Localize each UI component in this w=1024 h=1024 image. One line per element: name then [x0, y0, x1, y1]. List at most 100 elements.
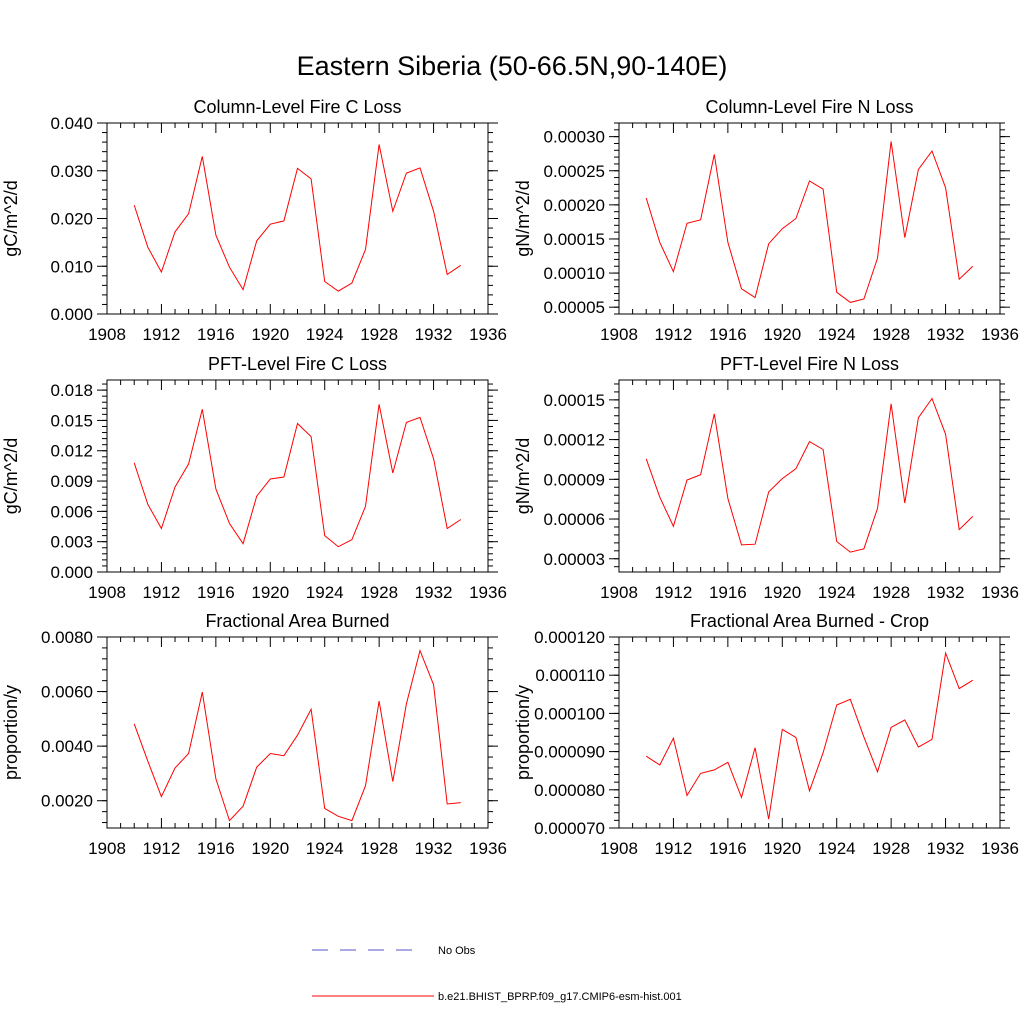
x-tick-label: 1916 — [709, 839, 747, 858]
y-axis-label: proportion/y — [1, 685, 21, 780]
y-tick-label: 0.015 — [50, 411, 93, 430]
x-tick-label: 1920 — [763, 325, 801, 344]
x-tick-label: 1936 — [469, 839, 507, 858]
series-line-1 — [645, 397, 974, 553]
x-tick-label: 1912 — [143, 325, 181, 344]
y-tick-label: 0.00006 — [544, 510, 605, 529]
y-tick-label: 0.0080 — [41, 628, 93, 647]
y-tick-label: 0.000070 — [534, 819, 605, 838]
x-tick-label: 1936 — [981, 325, 1019, 344]
y-tick-label: 0.010 — [50, 257, 93, 276]
x-tick-label: 1932 — [927, 839, 965, 858]
x-tick-label: 1928 — [872, 583, 910, 602]
series-line-1 — [645, 141, 974, 303]
x-tick-label: 1908 — [600, 325, 638, 344]
x-tick-label: 1936 — [981, 583, 1019, 602]
y-tick-label: 0.00010 — [544, 264, 605, 283]
x-tick-label: 1932 — [415, 325, 453, 344]
legend-model-label: b.e21.BHIST_BPRP.f09_g17.CMIP6-esm-hist.… — [438, 991, 682, 1003]
y-tick-label: 0.00012 — [544, 431, 605, 450]
panel-title: Fractional Area Burned - Crop — [690, 611, 929, 631]
x-tick-label: 1912 — [655, 325, 693, 344]
x-tick-label: 1920 — [251, 839, 289, 858]
x-tick-label: 1924 — [306, 583, 344, 602]
x-tick-label: 1924 — [818, 839, 856, 858]
x-tick-label: 1924 — [818, 325, 856, 344]
panel-4: PFT-Level Fire N Loss gN/m^2/d 1908 1912 191… — [513, 354, 1019, 602]
y-axis-label: gN/m^2/d — [513, 180, 533, 256]
y-axis-label: gC/m^2/d — [1, 180, 21, 256]
x-tick-label: 1908 — [600, 583, 638, 602]
x-tick-label: 1936 — [981, 839, 1019, 858]
y-tick-label: 0.000 — [50, 305, 93, 324]
x-tick-label: 1908 — [600, 839, 638, 858]
panel-title: PFT-Level Fire N Loss — [720, 354, 899, 374]
y-tick-label: 0.0040 — [41, 737, 93, 756]
y-tick-label: 0.000 — [50, 563, 93, 582]
panel-title: Column-Level Fire N Loss — [705, 97, 913, 117]
y-tick-label: 0.040 — [50, 114, 93, 133]
x-tick-label: 1916 — [709, 583, 747, 602]
x-tick-label: 1928 — [872, 839, 910, 858]
y-axis-label: gC/m^2/d — [1, 438, 21, 514]
x-tick-label: 1924 — [306, 325, 344, 344]
x-tick-label: 1932 — [927, 325, 965, 344]
y-tick-label: 0.00015 — [544, 230, 605, 249]
panel-5: Fractional Area Burned proportion/y 1908 19… — [1, 611, 507, 858]
x-tick-label: 1932 — [415, 583, 453, 602]
x-tick-label: 1908 — [88, 839, 126, 858]
y-tick-label: 0.00015 — [544, 391, 605, 410]
figure-title: Eastern Siberia (50-66.5N,90-140E) — [297, 51, 728, 81]
plot-frame — [106, 379, 489, 573]
y-tick-label: 0.000090 — [534, 743, 605, 762]
x-tick-label: 1912 — [655, 839, 693, 858]
plot-frame — [618, 636, 1001, 829]
x-tick-label: 1916 — [197, 583, 235, 602]
x-tick-label: 1920 — [251, 583, 289, 602]
x-tick-label: 1924 — [306, 839, 344, 858]
plot-frame — [106, 122, 489, 315]
y-tick-label: 0.020 — [50, 210, 93, 229]
legend: No Obs b.e21.BHIST_BPRP.f09_g17.CMIP6-es… — [312, 945, 682, 1003]
x-tick-label: 1932 — [415, 839, 453, 858]
plot-frame — [618, 122, 1001, 315]
x-tick-label: 1928 — [360, 839, 398, 858]
y-tick-label: 0.000120 — [534, 628, 605, 647]
y-tick-label: 0.003 — [50, 533, 93, 552]
y-tick-label: 0.00020 — [544, 196, 605, 215]
x-tick-label: 1920 — [763, 583, 801, 602]
series-line-1 — [133, 404, 462, 548]
x-tick-label: 1936 — [469, 583, 507, 602]
panel-2: Column-Level Fire N Loss gN/m^2/d 1908 1912… — [513, 97, 1019, 344]
y-tick-label: 0.00003 — [544, 550, 605, 569]
y-tick-label: 0.012 — [50, 442, 93, 461]
plot-frame — [618, 379, 1001, 573]
plot-frame — [106, 636, 489, 829]
y-tick-label: 0.000110 — [535, 666, 605, 685]
x-tick-label: 1932 — [927, 583, 965, 602]
y-tick-label: 0.030 — [50, 162, 93, 181]
x-tick-label: 1912 — [143, 583, 181, 602]
x-tick-label: 1928 — [872, 325, 910, 344]
panel-title: Fractional Area Burned — [205, 611, 389, 631]
x-tick-label: 1908 — [88, 583, 126, 602]
panel-6: Fractional Area Burned - Crop proportion/… — [513, 611, 1019, 858]
panel-title: PFT-Level Fire C Loss — [208, 354, 387, 374]
y-axis-label: proportion/y — [513, 685, 533, 780]
y-tick-label: 0.000080 — [534, 781, 605, 800]
y-tick-label: 0.00005 — [544, 298, 605, 317]
y-tick-label: 0.00009 — [544, 470, 605, 489]
series-line-1 — [133, 144, 462, 292]
x-tick-label: 1928 — [360, 583, 398, 602]
panels: Column-Level Fire C Loss gC/m^2/d 1908 1912… — [1, 97, 1019, 858]
y-tick-label: 0.0020 — [41, 792, 93, 811]
y-tick-label: 0.00025 — [544, 162, 605, 181]
y-axis-label: gN/m^2/d — [513, 438, 533, 514]
y-tick-label: 0.00030 — [544, 128, 605, 147]
x-tick-label: 1916 — [197, 325, 235, 344]
panel-1: Column-Level Fire C Loss gC/m^2/d 1908 1912… — [1, 97, 507, 344]
x-tick-label: 1916 — [709, 325, 747, 344]
x-tick-label: 1920 — [251, 325, 289, 344]
x-tick-label: 1928 — [360, 325, 398, 344]
